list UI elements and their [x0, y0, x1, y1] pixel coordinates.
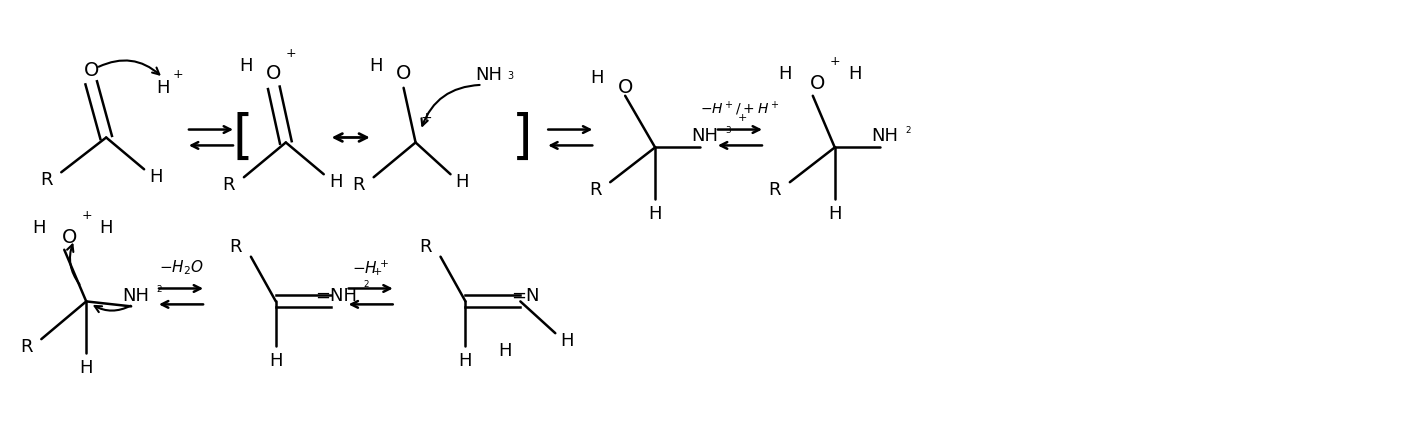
Text: R: R: [419, 238, 432, 256]
Text: H: H: [591, 69, 604, 87]
Text: H: H: [239, 57, 253, 75]
Text: R: R: [589, 181, 602, 199]
Text: H: H: [156, 79, 170, 97]
Text: H: H: [498, 342, 513, 360]
Text: H: H: [828, 205, 842, 223]
Text: $- H_2O$: $- H_2O$: [159, 258, 203, 276]
Text: H: H: [80, 359, 92, 377]
Text: O: O: [396, 65, 412, 84]
Text: H: H: [778, 65, 791, 83]
Text: +: +: [420, 111, 432, 124]
Text: NH: NH: [692, 127, 719, 144]
Text: $_2$: $_2$: [156, 282, 163, 295]
Text: R: R: [768, 181, 781, 199]
Text: =NH: =NH: [315, 287, 356, 306]
Text: H: H: [649, 205, 662, 223]
Text: O: O: [809, 74, 825, 93]
Text: H: H: [456, 173, 469, 191]
Text: H: H: [99, 219, 114, 237]
Text: +: +: [173, 68, 183, 81]
Text: H: H: [149, 168, 163, 186]
Text: ]: ]: [513, 111, 532, 163]
Text: [: [: [233, 111, 253, 163]
Text: R: R: [20, 338, 33, 356]
Text: R: R: [223, 176, 236, 194]
Text: H: H: [848, 65, 862, 83]
Text: NH: NH: [870, 127, 899, 144]
Text: R: R: [40, 171, 53, 189]
Text: O: O: [84, 62, 99, 81]
Text: +: +: [372, 267, 382, 276]
Text: $_2$: $_2$: [362, 277, 369, 290]
Text: H: H: [369, 57, 382, 75]
Text: $- H^+$: $- H^+$: [352, 259, 389, 276]
Text: H: H: [329, 173, 342, 191]
Text: H: H: [33, 219, 45, 237]
Text: =N: =N: [511, 287, 540, 306]
Text: O: O: [618, 78, 633, 97]
Text: R: R: [230, 238, 243, 256]
Text: O: O: [266, 65, 281, 84]
Text: H: H: [270, 352, 283, 370]
Text: H: H: [561, 332, 574, 350]
Text: +: +: [738, 113, 747, 122]
Text: H: H: [459, 352, 473, 370]
Text: O: O: [61, 228, 77, 247]
Text: +: +: [81, 209, 92, 222]
Text: +: +: [829, 55, 841, 68]
Text: $_3$: $_3$: [507, 68, 515, 82]
Text: $_2$: $_2$: [905, 123, 912, 136]
Text: $-H^+/ + H^+$: $-H^+/ + H^+$: [700, 99, 780, 118]
Text: NH: NH: [474, 66, 501, 84]
Text: R: R: [352, 176, 365, 194]
Text: NH: NH: [122, 287, 149, 306]
Text: +: +: [285, 47, 297, 60]
Text: $_3$: $_3$: [726, 123, 731, 136]
